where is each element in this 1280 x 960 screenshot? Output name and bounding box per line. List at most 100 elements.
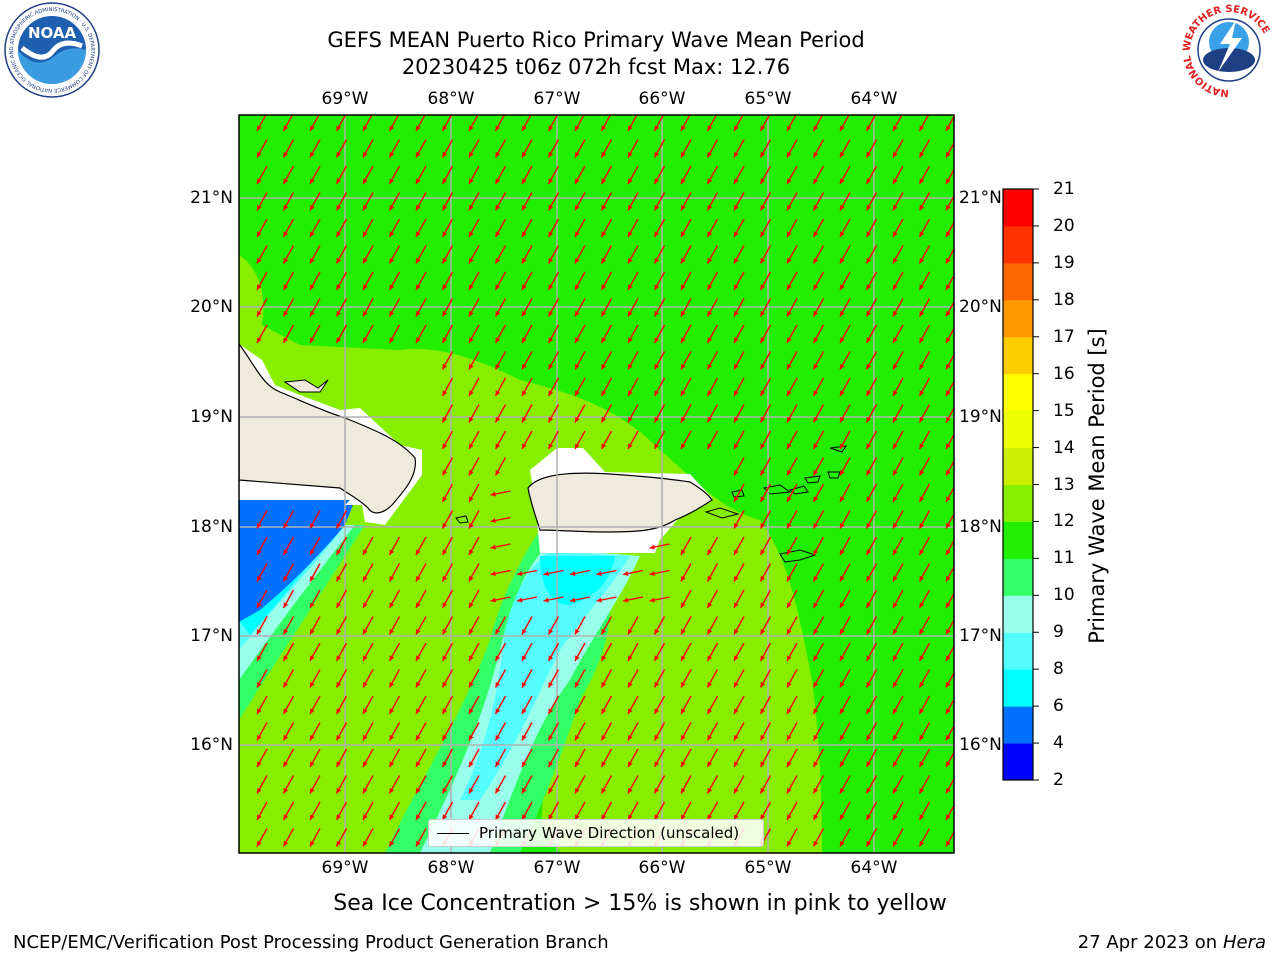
wave-arrow-head xyxy=(389,734,395,741)
tortuga-island xyxy=(283,379,329,393)
wave-arrow-head xyxy=(919,787,925,794)
wave-arrow-head xyxy=(522,204,527,211)
hispaniola-land xyxy=(239,343,417,514)
wave-arrow-head xyxy=(707,416,713,423)
wave-arrow-head xyxy=(654,337,660,343)
wave-arrow-head xyxy=(946,284,951,290)
wave-arrow-head xyxy=(946,337,951,343)
wave-arrow-head xyxy=(601,337,607,343)
wave-arrow-head xyxy=(575,681,580,688)
wave-arrow-head xyxy=(654,390,660,396)
wave-arrow-head xyxy=(813,178,819,184)
wave-arrow-head xyxy=(469,814,474,820)
wave-arrow-head xyxy=(893,284,898,290)
wave-arrow-head xyxy=(575,284,580,290)
wave-arrow-head xyxy=(442,416,448,423)
wave-arrow-head xyxy=(310,125,315,131)
wave-arrow-head xyxy=(310,628,315,635)
wave-arrow-head xyxy=(840,416,845,423)
lat-label-right-19: 19°N xyxy=(959,407,1002,427)
wave-arrow-head xyxy=(866,363,872,370)
wave-arrow-head xyxy=(495,257,501,264)
period-field-8-9 xyxy=(460,552,630,800)
wave-arrow-head xyxy=(283,761,289,767)
wave-arrow-head xyxy=(548,681,554,688)
colorbar-tick-label: 15 xyxy=(1053,400,1075,421)
lon-label-bottom-68: 68°W xyxy=(427,858,475,878)
wave-arrow-head xyxy=(760,363,766,370)
lon-label-top-66: 66°W xyxy=(638,89,686,109)
wave-arrow-head xyxy=(760,284,766,290)
wave-arrow-head xyxy=(681,761,686,767)
wave-arrow-head xyxy=(469,416,474,423)
wave-arrow-head xyxy=(548,151,554,158)
wave-arrow-head xyxy=(893,787,898,794)
wave-arrow-head xyxy=(575,655,580,661)
wave-arrow-head xyxy=(283,178,289,184)
wave-arrow-head xyxy=(257,151,262,158)
wave-arrow-head xyxy=(283,708,289,714)
wave-arrow-head xyxy=(866,284,872,290)
lat-label-left-16: 16°N xyxy=(190,735,233,755)
wave-arrow-head xyxy=(283,655,289,661)
wave-arrow-head xyxy=(919,575,925,582)
wave-arrow-head xyxy=(442,734,448,741)
wave-arrow-head xyxy=(919,178,925,184)
wave-arrow-head xyxy=(469,337,474,343)
wave-arrow-head xyxy=(707,761,713,767)
wave-arrow-head xyxy=(919,337,925,343)
culebra-island xyxy=(731,489,745,498)
wave-arrow-head xyxy=(760,469,766,476)
wave-arrow-head xyxy=(946,204,951,211)
wave-arrow-head xyxy=(840,363,845,370)
wave-arrow-head xyxy=(601,416,607,423)
wave-arrow-head xyxy=(681,390,686,396)
wave-arrow-head xyxy=(787,469,792,476)
wave-arrow-head xyxy=(442,363,448,370)
colorbar-segment xyxy=(1003,189,1033,227)
wave-arrow-head xyxy=(893,681,898,688)
wave-arrow-head xyxy=(363,761,368,767)
wave-arrow-head xyxy=(866,787,872,794)
wave-arrow-head xyxy=(336,549,342,555)
wave-arrow-head xyxy=(336,125,342,131)
wave-arrow-head xyxy=(649,597,655,603)
wave-arrow-head xyxy=(681,575,686,582)
wave-arrow-head xyxy=(495,310,501,317)
wave-arrow-head xyxy=(495,363,501,370)
wave-arrow-head xyxy=(575,443,580,449)
wave-arrow-head xyxy=(257,549,262,555)
wave-arrow-head xyxy=(946,178,951,184)
wave-arrow-head xyxy=(787,681,792,688)
lon-label-top-69: 69°W xyxy=(321,89,369,109)
wave-arrow-head xyxy=(654,363,660,370)
wave-arrow-head xyxy=(522,310,527,317)
wave-arrow-head xyxy=(548,416,554,423)
wave-arrow-head xyxy=(575,231,580,237)
wave-arrow-head xyxy=(416,231,421,237)
wave-arrow-head xyxy=(575,178,580,184)
wave-arrow-head xyxy=(336,734,342,741)
wave-arrow-head xyxy=(813,814,819,820)
wave-arrow-head xyxy=(840,628,845,635)
wave-arrow-head xyxy=(283,575,289,582)
wave-arrow-head xyxy=(866,681,872,688)
wave-arrow-head xyxy=(416,602,421,608)
wave-arrow-head xyxy=(734,496,739,502)
wave-arrow-head xyxy=(416,178,421,184)
vieques-island xyxy=(704,507,740,519)
wave-arrow-head xyxy=(866,522,872,529)
lat-label-left-17: 17°N xyxy=(190,626,233,646)
wave-arrow-head xyxy=(813,708,819,714)
wave-arrow-head xyxy=(840,522,845,529)
wave-arrow-head xyxy=(495,284,501,290)
wave-arrow-head xyxy=(495,337,501,343)
wave-arrow-head xyxy=(707,681,713,688)
wave-arrow-head xyxy=(734,416,739,423)
wave-arrow-head xyxy=(363,814,368,820)
wave-arrow-head xyxy=(813,469,819,476)
wave-arrow-head xyxy=(628,734,633,741)
wave-arrow-head xyxy=(389,151,395,158)
wave-arrow-head xyxy=(866,257,872,264)
wave-arrow-head xyxy=(469,178,474,184)
